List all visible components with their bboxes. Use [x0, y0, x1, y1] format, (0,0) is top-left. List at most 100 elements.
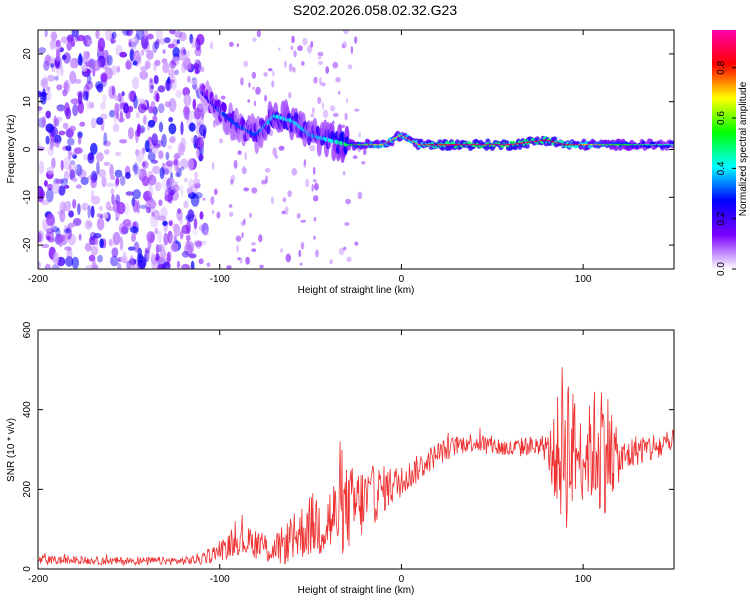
spectrogram-cell [249, 212, 253, 219]
spectrogram-cell [72, 199, 77, 209]
spectrogram-cell [181, 250, 190, 258]
spectrogram-cell [174, 69, 179, 76]
spectrogram-cell [58, 130, 66, 136]
spectrogram-cell [155, 92, 160, 103]
spectrogram-cell [180, 46, 186, 56]
spectrogram-cell [193, 217, 198, 230]
spectrogram-cell [110, 255, 119, 267]
spectrogram-cell [141, 176, 150, 187]
snr-y-ticks: 0 200 400 600 [22, 321, 674, 572]
spectrogram-cell [240, 77, 244, 86]
spectrogram-cell [261, 179, 267, 185]
spectrogram-cell [187, 158, 194, 172]
spectrogram-cell [44, 54, 52, 66]
spectrogram-cell [67, 222, 76, 228]
spectrogram-cell [46, 235, 51, 240]
spectrogram-cell [210, 41, 214, 50]
snr-panel: -200 -100 0 100 0 200 400 600 Height of straig… [6, 321, 675, 596]
spectrogram-cell [154, 181, 162, 192]
spectrogram-cell [164, 79, 173, 92]
spectrogram-cell [342, 171, 346, 176]
spectrogram-cell [182, 87, 190, 97]
spectrogram-cell [233, 159, 238, 169]
spectrogram-cell [140, 127, 145, 133]
spectrogram-cell [110, 188, 115, 195]
spectrogram-cell [125, 191, 135, 196]
spectrogram-cell [54, 75, 59, 81]
spectrogram-cell [194, 192, 203, 199]
spectrogram-cell [338, 247, 345, 256]
spectrogram-cell [148, 174, 157, 186]
spectrogram-cell [141, 104, 146, 110]
spectrogram-cell [43, 60, 50, 71]
spectrogram-cell [172, 184, 180, 192]
spectrogram-cell [187, 209, 195, 223]
spectrogram-cell [66, 34, 74, 43]
y-tick-label: 200 [22, 481, 33, 498]
spectrogram-cell [119, 51, 128, 58]
spectrogram-cell [335, 76, 341, 83]
spectrogram-cell [332, 120, 335, 125]
spectrogram-cell [38, 160, 45, 175]
spectrogram-cell [109, 241, 117, 246]
spectrogram-cell [163, 37, 171, 44]
spectrogram-cell [162, 49, 166, 54]
spectrogram-cell [103, 132, 108, 146]
spectrogram-cell [96, 117, 104, 125]
spectrogram-cell [133, 95, 138, 109]
spectrogram-cell [62, 89, 68, 97]
spectrogram-cell [81, 64, 88, 72]
spectrogram-cell [350, 46, 354, 54]
spectrogram-cell [183, 200, 189, 209]
spectrogram-cell [243, 218, 246, 226]
spectrogram-cell [296, 213, 301, 219]
x-tick-label: -100 [210, 574, 230, 585]
spectrogram-cell [158, 121, 164, 133]
spectrogram-cell [213, 119, 216, 128]
spectrogram-cell [84, 219, 93, 230]
x-tick-label: 0 [399, 574, 405, 585]
spectrogram-cell [108, 85, 116, 99]
spectrogram-cell [95, 30, 100, 39]
spectrogram-cell [113, 110, 118, 124]
spectrogram-cell [115, 176, 120, 186]
spectrogram-cell [119, 255, 129, 263]
spectrogram-cell [236, 244, 239, 253]
spectrogram-cell [136, 30, 144, 40]
spectrogram-cell [146, 231, 156, 243]
spectrogram-cell [45, 53, 51, 65]
spectrogram-cell [129, 258, 137, 265]
spectrogram-cell [302, 37, 308, 46]
spectrogram-cell [199, 211, 204, 220]
figure-title: S202.2026.058.02.32.G23 [293, 2, 457, 18]
spectrogram-cell [284, 60, 287, 68]
spectrogram-cell [237, 257, 241, 261]
spectrogram-cell [100, 72, 108, 83]
x-tick-label: -200 [28, 574, 48, 585]
spectrogram-cell [200, 66, 205, 73]
spectrogram-cell [47, 74, 55, 82]
spectrogram-cell [53, 251, 59, 265]
spectrogram-cell [46, 166, 55, 175]
spectrogram-cell [56, 49, 61, 59]
spectrogram-cell [154, 40, 160, 50]
spectrogram-cell [175, 172, 180, 177]
spectrogram-cell [108, 238, 113, 247]
spectrogram-cell [96, 161, 100, 175]
y-tick-label: 20 [22, 48, 33, 60]
spectrogram-cell [278, 47, 281, 51]
spectrogram-cell [56, 105, 65, 113]
spectrogram-cell [332, 112, 339, 118]
spectrogram-cell [229, 41, 234, 47]
spectrogram-cell [46, 91, 52, 101]
spectrogram-cell [193, 63, 200, 70]
spectrogram-cell [40, 77, 49, 89]
spectrogram-cell [354, 36, 358, 44]
spectrogram-cell [184, 50, 190, 58]
spectrogram-cell [76, 34, 86, 42]
spectrogram-cell [60, 65, 64, 77]
spectrogram-cell [116, 201, 126, 215]
y-tick-label: 400 [22, 401, 33, 418]
spectrogram-cell [174, 223, 181, 237]
spectrogram-cell [251, 242, 256, 246]
